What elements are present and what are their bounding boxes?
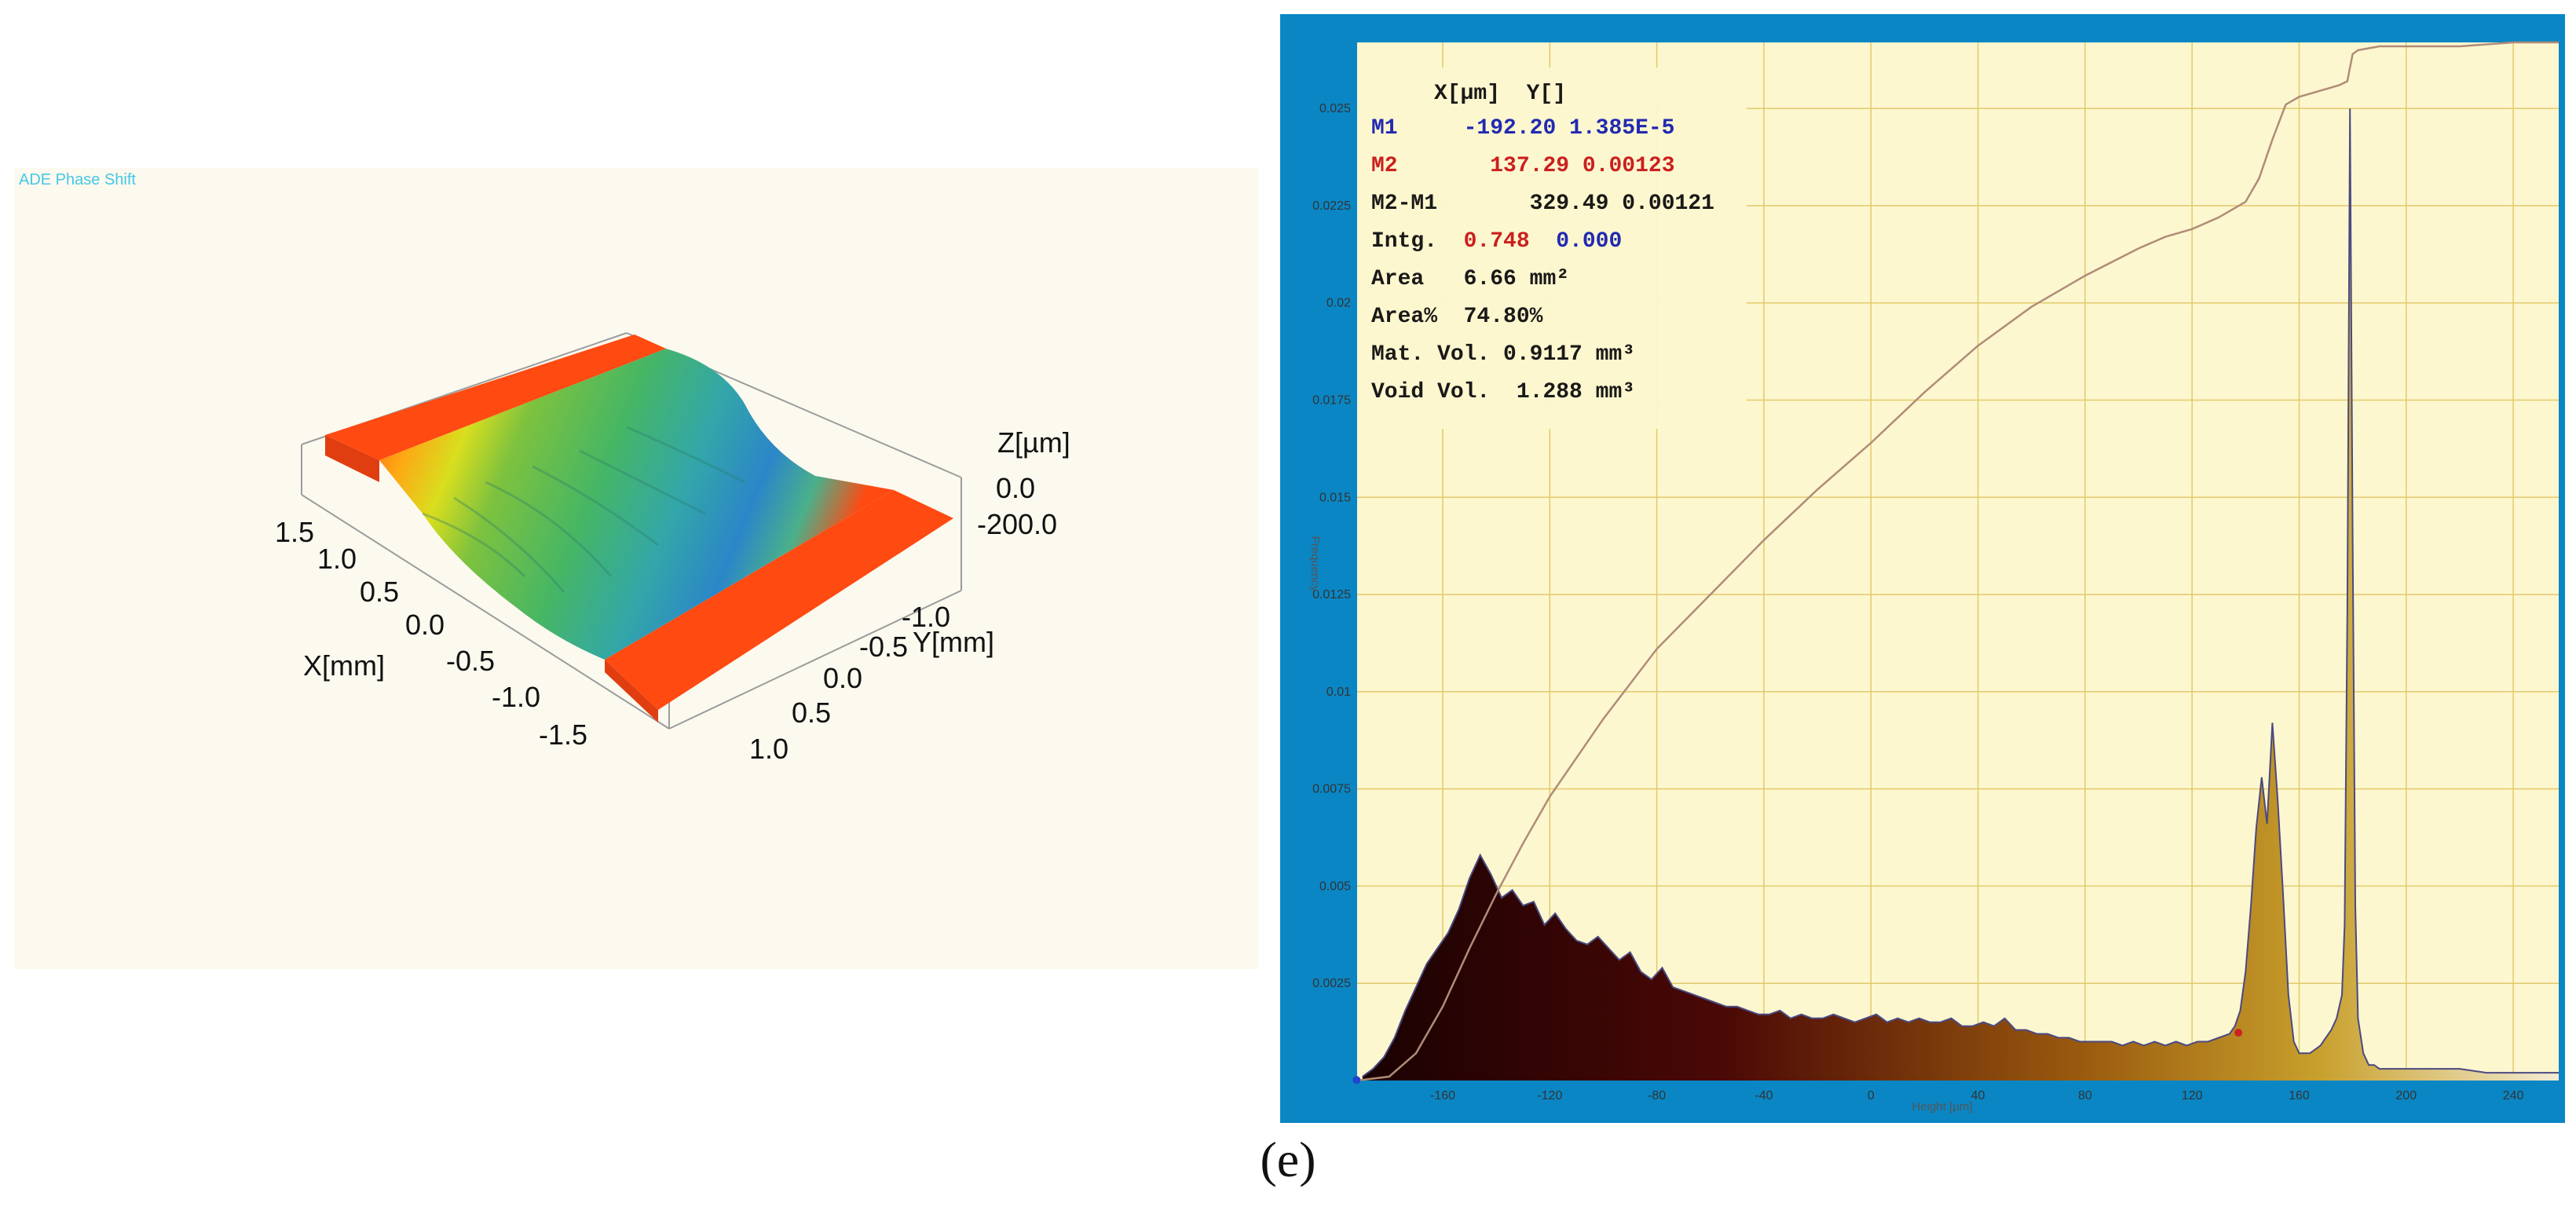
groove-texture bbox=[422, 426, 745, 593]
marker-m1 bbox=[1352, 1076, 1361, 1084]
m1-x: -192.20 bbox=[1463, 116, 1557, 141]
y-ticks: 0.0025 0.005 0.0075 0.01 0.0125 0.015 0.0175 0.… bbox=[1312, 102, 1351, 990]
m1-label: M1 bbox=[1371, 116, 1398, 141]
x-tick-label: 160 bbox=[2289, 1089, 2310, 1102]
x-ticks: -160 -120 -80 -40 0 40 80 120 160 200 240 bbox=[1430, 1089, 2523, 1102]
y-tick-3: 0.5 bbox=[792, 697, 831, 729]
void-vol-row: Void Vol. 1.288 mm³ bbox=[1371, 380, 1635, 404]
area-pct-label: Area% bbox=[1371, 305, 1438, 329]
x-tick-label: 200 bbox=[2395, 1089, 2417, 1102]
x-tick-label: -40 bbox=[1755, 1089, 1773, 1102]
m1-y: 1.385E-5 bbox=[1569, 116, 1675, 141]
m2-row: M2 137.29 0.00123 bbox=[1371, 154, 1675, 178]
y-tick-label: 0.0175 bbox=[1312, 394, 1351, 408]
area-value: 6.66 mm² bbox=[1463, 267, 1570, 291]
m2m1-x: 329.49 bbox=[1529, 192, 1609, 216]
x-tick-2: 0.5 bbox=[360, 576, 399, 608]
y-tick-label: 0.005 bbox=[1319, 879, 1351, 893]
y-axis-title: Y[mm] bbox=[913, 626, 994, 658]
header-y: Y[] bbox=[1526, 82, 1567, 106]
x-tick-3: 0.0 bbox=[405, 609, 445, 641]
void-vol-value: 1.288 mm³ bbox=[1516, 380, 1636, 404]
histogram-fill bbox=[1362, 108, 2559, 1081]
z-tick-0: 0.0 bbox=[996, 472, 1035, 504]
right-plateau-side bbox=[605, 660, 658, 722]
intg-v1: 0.748 bbox=[1463, 229, 1530, 254]
m2-y: 0.00123 bbox=[1582, 154, 1675, 178]
area-label: Area bbox=[1371, 267, 1425, 291]
intg-v2: 0.000 bbox=[1556, 229, 1623, 254]
x-tick-label: 80 bbox=[2078, 1089, 2092, 1102]
area-pct-row: Area% 74.80% bbox=[1371, 305, 1542, 329]
cumulative-curve bbox=[1356, 41, 2559, 1082]
surface-3d-plot: Z[µm] 0.0 -200.0 X[mm] 1.5 1.0 0.5 0.0 -… bbox=[275, 332, 1070, 765]
x-tick-label: -80 bbox=[1648, 1089, 1666, 1102]
x-tick-label: 120 bbox=[2182, 1089, 2203, 1102]
z-axis-title: Z[µm] bbox=[997, 426, 1070, 459]
intg-label: Intg. bbox=[1371, 229, 1438, 254]
m2-x: 137.29 bbox=[1490, 154, 1570, 178]
m2m1-row: M2-M1 329.49 0.00121 bbox=[1371, 192, 1714, 216]
x-tick-6: -1.5 bbox=[539, 719, 587, 751]
mat-vol-value: 0.9117 mm³ bbox=[1503, 342, 1636, 367]
left-plateau-side bbox=[325, 435, 379, 482]
measurement-box: X[µm] Y[] M1 -192.20 1.385E-5 M2 137.29 … bbox=[1357, 68, 1747, 429]
area-row: Area 6.66 mm² bbox=[1371, 267, 1569, 291]
panel-title: ADE Phase Shift bbox=[19, 171, 136, 188]
y-tick-label: 0.02 bbox=[1326, 297, 1351, 310]
intg-row: Intg. 0.748 0.000 bbox=[1371, 229, 1622, 254]
x-tick-label: 240 bbox=[2503, 1089, 2524, 1102]
y-tick-4: 1.0 bbox=[749, 733, 789, 765]
x-tick-5: -1.0 bbox=[492, 681, 540, 713]
x-tick-label: -160 bbox=[1430, 1089, 1455, 1102]
m2m1-y: 0.00121 bbox=[1622, 192, 1714, 216]
m1-row: M1 -192.20 1.385E-5 bbox=[1371, 116, 1674, 141]
figure-caption: (e) bbox=[1260, 1132, 1316, 1187]
y-tick-label: 0.0125 bbox=[1312, 588, 1351, 602]
x-tick-label: -120 bbox=[1537, 1089, 1562, 1102]
mat-vol-row: Mat. Vol. 0.9117 mm³ bbox=[1371, 342, 1635, 367]
area-pct-value: 74.80% bbox=[1463, 305, 1543, 329]
marker-m2 bbox=[2234, 1029, 2243, 1037]
histogram-outline bbox=[1362, 108, 2559, 1077]
histogram-panel: -160 -120 -80 -40 0 40 80 120 160 200 240 0.0025 0.… bbox=[1280, 14, 2565, 1123]
y-tick-label: 0.01 bbox=[1326, 686, 1351, 699]
mat-vol-label: Mat. Vol. bbox=[1371, 342, 1491, 367]
y-tick-label: 0.0225 bbox=[1312, 199, 1351, 213]
m2-label: M2 bbox=[1371, 154, 1398, 178]
header-row: X[µm] Y[] bbox=[1434, 82, 1566, 106]
y-tick-1: -0.5 bbox=[859, 631, 908, 663]
y-tick-label: 0.0075 bbox=[1312, 783, 1351, 796]
z-tick-1: -200.0 bbox=[977, 508, 1057, 540]
y-tick-2: 0.0 bbox=[823, 662, 862, 694]
groove-surface bbox=[379, 349, 894, 660]
x-tick-0: 1.5 bbox=[275, 516, 314, 548]
y-tick-0: -1.0 bbox=[902, 601, 950, 633]
y-tick-label: 0.015 bbox=[1319, 491, 1351, 504]
surface-3d-panel: ADE Phase Shift bbox=[14, 168, 1258, 969]
right-plateau bbox=[605, 490, 953, 710]
y-tick-label: 0.0025 bbox=[1312, 977, 1351, 990]
x-tick-label: 40 bbox=[1971, 1089, 1985, 1102]
header-x: X[µm] bbox=[1434, 82, 1501, 106]
x-tick-label: 0 bbox=[1868, 1089, 1875, 1102]
left-plateau bbox=[325, 335, 666, 460]
y-axis-label: Frequency bbox=[1308, 536, 1322, 592]
m2m1-label: M2-M1 bbox=[1371, 192, 1438, 216]
void-vol-label: Void Vol. bbox=[1371, 380, 1491, 404]
x-tick-4: -0.5 bbox=[446, 645, 495, 677]
x-tick-1: 1.0 bbox=[317, 543, 357, 575]
x-axis-label: Height [µm] bbox=[1912, 1100, 1973, 1113]
y-tick-label: 0.025 bbox=[1319, 102, 1351, 115]
x-axis-title: X[mm] bbox=[303, 649, 385, 682]
